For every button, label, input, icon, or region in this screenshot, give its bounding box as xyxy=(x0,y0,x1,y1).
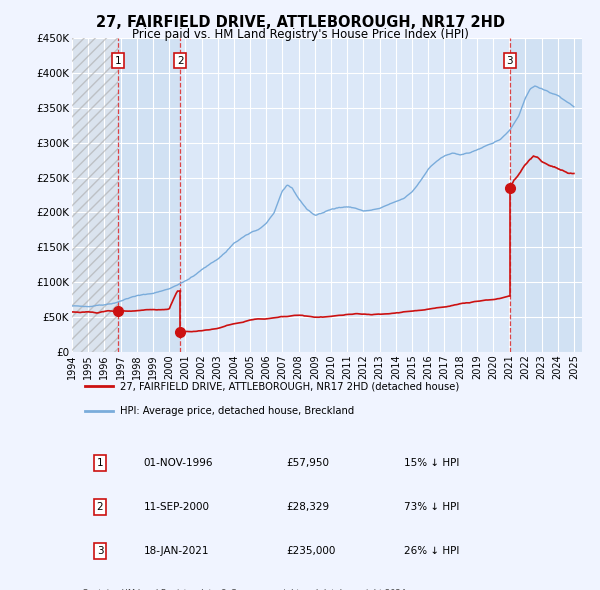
Text: 3: 3 xyxy=(97,546,103,556)
Text: 18-JAN-2021: 18-JAN-2021 xyxy=(143,546,209,556)
Text: 1: 1 xyxy=(115,55,121,65)
Text: 1: 1 xyxy=(97,458,103,468)
Text: £235,000: £235,000 xyxy=(286,546,335,556)
Text: Contains HM Land Registry data © Crown copyright and database right 2024.
This d: Contains HM Land Registry data © Crown c… xyxy=(82,589,409,590)
Text: 2: 2 xyxy=(177,55,184,65)
Text: £28,329: £28,329 xyxy=(286,502,329,512)
Text: 26% ↓ HPI: 26% ↓ HPI xyxy=(404,546,459,556)
Bar xyxy=(72,38,118,352)
Text: 3: 3 xyxy=(506,55,513,65)
Text: 01-NOV-1996: 01-NOV-1996 xyxy=(143,458,213,468)
Text: 15% ↓ HPI: 15% ↓ HPI xyxy=(404,458,459,468)
Text: HPI: Average price, detached house, Breckland: HPI: Average price, detached house, Brec… xyxy=(121,406,355,416)
Text: 2: 2 xyxy=(97,502,103,512)
Text: Price paid vs. HM Land Registry's House Price Index (HPI): Price paid vs. HM Land Registry's House … xyxy=(131,28,469,41)
Text: 27, FAIRFIELD DRIVE, ATTLEBOROUGH, NR17 2HD (detached house): 27, FAIRFIELD DRIVE, ATTLEBOROUGH, NR17 … xyxy=(121,381,460,391)
Text: 11-SEP-2000: 11-SEP-2000 xyxy=(143,502,209,512)
Text: 73% ↓ HPI: 73% ↓ HPI xyxy=(404,502,459,512)
Text: £57,950: £57,950 xyxy=(286,458,329,468)
Text: 27, FAIRFIELD DRIVE, ATTLEBOROUGH, NR17 2HD: 27, FAIRFIELD DRIVE, ATTLEBOROUGH, NR17 … xyxy=(95,15,505,30)
